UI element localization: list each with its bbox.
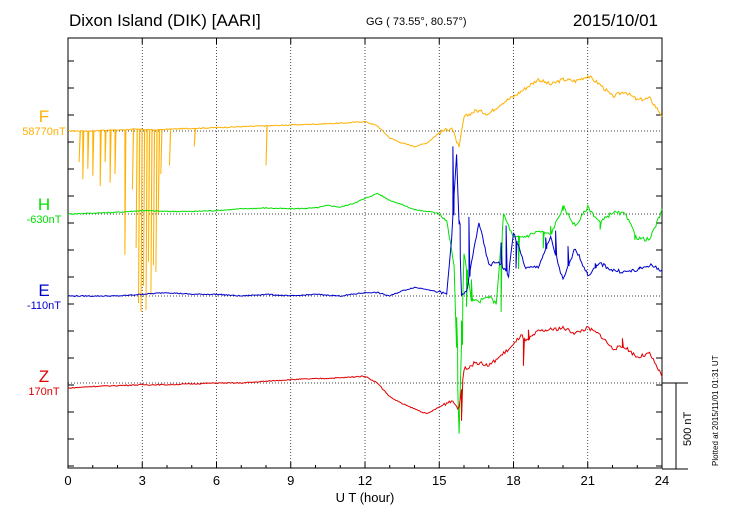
component-h-baseline: -630nT (26, 214, 62, 226)
x-tick-label: 18 (506, 473, 520, 488)
component-h-letter: H (37, 195, 51, 214)
plot-date: 2015/10/01 (572, 11, 658, 30)
component-f-letter: F (38, 107, 50, 126)
scale-bar-label: 500 nT (682, 411, 694, 446)
station-title: Dixon Island (DIK) [AARI] (69, 11, 261, 30)
x-tick-label: 21 (581, 473, 595, 488)
x-tick-label: 0 (64, 473, 71, 488)
baseline-lines (68, 60, 662, 467)
series-layer (67, 75, 663, 434)
x-axis-ticks: 0 3 6 9 12 15 18 21 24 (64, 38, 669, 488)
plotted-timestamp: Plotted at 2015/11/01 01:31 UT (711, 355, 720, 466)
x-tick-label: 6 (213, 473, 220, 488)
component-z-baseline: 170nT (28, 386, 60, 398)
component-e-baseline: -110nT (26, 300, 62, 312)
x-tick-label: 24 (655, 473, 669, 488)
x-tick-label: 15 (432, 473, 446, 488)
x-tick-label: 12 (358, 473, 372, 488)
x-tick-label: 3 (139, 473, 146, 488)
series-z-line (67, 325, 663, 421)
scale-bar (662, 382, 688, 470)
series-e-line (67, 146, 663, 298)
x-tick-label: 9 (287, 473, 294, 488)
series-f-line (68, 75, 663, 312)
series-h-line (67, 192, 663, 434)
x-axis-label: U T (hour) (336, 490, 395, 505)
component-e-label: E -110nT (4, 282, 84, 313)
component-z-letter: Z (38, 367, 50, 386)
component-e-letter: E (38, 281, 50, 300)
component-z-label: Z 170nT (4, 368, 84, 399)
component-f-baseline: 58770nT (22, 126, 66, 138)
component-h-label: H -630nT (4, 196, 84, 227)
station-coordinates: GG ( 73.55°, 80.57°) (366, 16, 467, 28)
component-f-label: F 58770nT (4, 108, 84, 139)
